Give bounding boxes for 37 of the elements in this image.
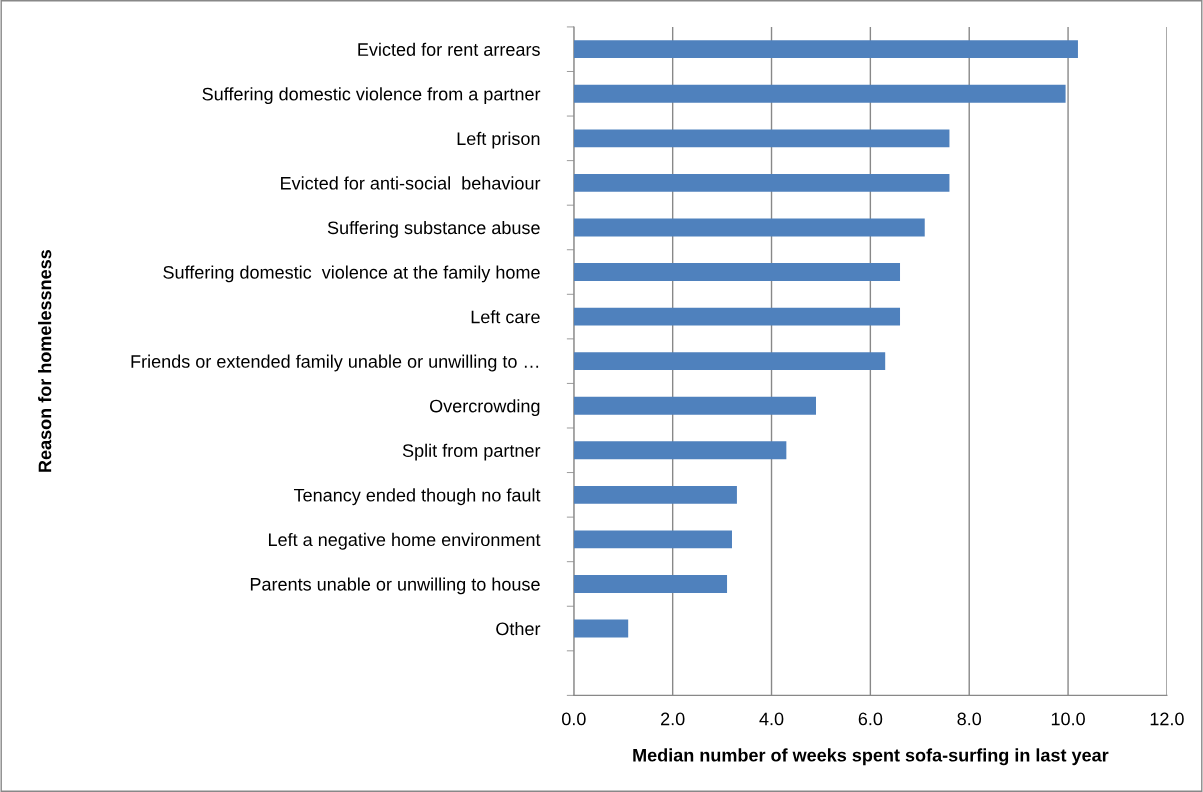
bar: [573, 129, 950, 148]
y-tick-label: Left a negative home environment: [268, 532, 541, 550]
bar: [573, 441, 787, 460]
bar: [573, 352, 886, 371]
y-tick-label: Suffering substance abuse: [327, 220, 540, 238]
x-axis-title: Median number of weeks spent sofa-surfing in last year: [633, 748, 1109, 766]
y-tick-label: Friends or extended family unable or unwilling to …: [131, 354, 539, 372]
bar: [573, 530, 732, 549]
bar: [573, 173, 950, 192]
y-tick-label: Left prison: [457, 131, 540, 149]
y-tick-label: Split from partner: [402, 443, 541, 461]
y-tick-label: Evicted for anti-social behaviour: [281, 176, 541, 190]
y-tick-label: Suffering domestic violence at the family home: [163, 265, 540, 283]
x-tick-label: 12.0: [1150, 712, 1184, 726]
y-tick-label: Overcrowding: [429, 399, 540, 416]
x-tick-label: 2.0: [661, 712, 685, 726]
x-tick-label: 10.0: [1051, 712, 1085, 726]
y-tick-label: Tenancy ended though no fault: [293, 488, 541, 506]
bar: [573, 575, 728, 593]
y-tick-label: Evicted for rent arrears: [358, 42, 540, 56]
bar: [573, 40, 1078, 59]
bar: [573, 218, 925, 237]
y-tick-label: Suffering domestic violence from a partner: [202, 87, 541, 105]
bar: [573, 396, 816, 415]
x-tick-label: 4.0: [759, 712, 784, 726]
bar: [573, 307, 901, 326]
x-tick-label: 6.0: [858, 712, 883, 726]
x-tick-label: 0.0: [561, 712, 586, 726]
bar: [573, 263, 901, 281]
bar: [573, 84, 1066, 103]
y-tick-label: Left care: [471, 310, 540, 324]
x-tick-label: 8.0: [957, 712, 982, 726]
y-tick-label: Other: [496, 621, 541, 636]
y-axis-title: Reason for homelessness: [38, 250, 52, 472]
y-tick-label: Parents unable or unwilling to house: [250, 577, 540, 595]
bar: [573, 485, 737, 504]
bar: [573, 619, 629, 638]
